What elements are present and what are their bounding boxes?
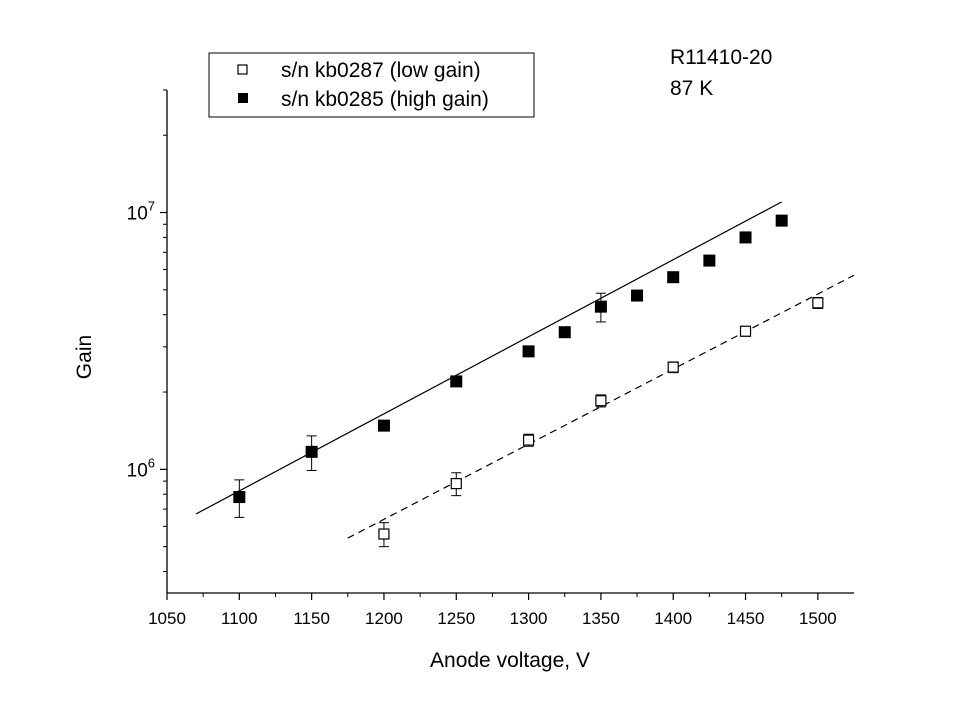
x-tick-label: 1200	[365, 609, 403, 628]
legend-marker-high-gain	[238, 93, 248, 103]
y-tick-label: 106	[127, 455, 155, 481]
x-tick-label: 1050	[148, 609, 186, 628]
data-point-high-gain	[558, 326, 571, 339]
fit-line-high-gain	[195, 201, 782, 515]
fit-lines	[195, 201, 855, 539]
data-point-low-gain	[667, 361, 679, 373]
x-tick-label: 1400	[654, 609, 692, 628]
data-point-high-gain	[739, 231, 752, 244]
x-tick-label: 1500	[799, 609, 837, 628]
data-point-high-gain	[377, 419, 390, 432]
x-tick-label: 1350	[582, 609, 620, 628]
data-point-high-gain	[450, 375, 463, 388]
y-tick-label: 107	[127, 199, 155, 225]
legend-frame	[208, 52, 535, 118]
annotation-model: R11410-20	[670, 46, 772, 69]
x-tick-label: 1150	[293, 609, 330, 628]
data-point-high-gain	[775, 214, 788, 227]
data-point-high-gain	[594, 300, 607, 313]
data-point-high-gain	[703, 254, 716, 267]
data-point-low-gain	[378, 528, 390, 540]
x-tick-label: 1100	[221, 609, 258, 628]
x-tick-label: 1450	[727, 609, 765, 628]
axes: 1050 1100 1150 1200 1250 1300 1350 1400 1450 1500…	[127, 89, 854, 628]
y-axis-title: Gain	[73, 335, 96, 379]
data-point-high-gain	[305, 445, 318, 458]
legend-marker-low-gain	[237, 64, 248, 75]
annotation-temperature: 87 K	[670, 77, 713, 100]
data-point-high-gain	[667, 271, 680, 284]
data-point-high-gain	[522, 345, 535, 358]
x-axis-title: Anode voltage, V	[430, 649, 590, 672]
data-point-high-gain	[233, 491, 246, 504]
legend-label-low-gain: s/n kb0287 (low gain)	[281, 59, 481, 82]
data-point-low-gain	[739, 325, 752, 337]
data-point-low-gain	[595, 395, 607, 407]
x-tick-label: 1300	[510, 609, 548, 628]
data-point-low-gain	[522, 434, 535, 446]
x-tick-label: 1250	[437, 609, 475, 628]
error-bars	[234, 292, 823, 548]
data-point-high-gain	[631, 289, 644, 302]
legend: s/n kb0287 (low gain) s/n kb0285 (high g…	[208, 52, 535, 118]
legend-label-high-gain: s/n kb0285 (high gain)	[281, 88, 489, 111]
data-points	[233, 214, 824, 540]
data-point-low-gain	[450, 478, 462, 490]
data-point-low-gain	[812, 297, 824, 309]
